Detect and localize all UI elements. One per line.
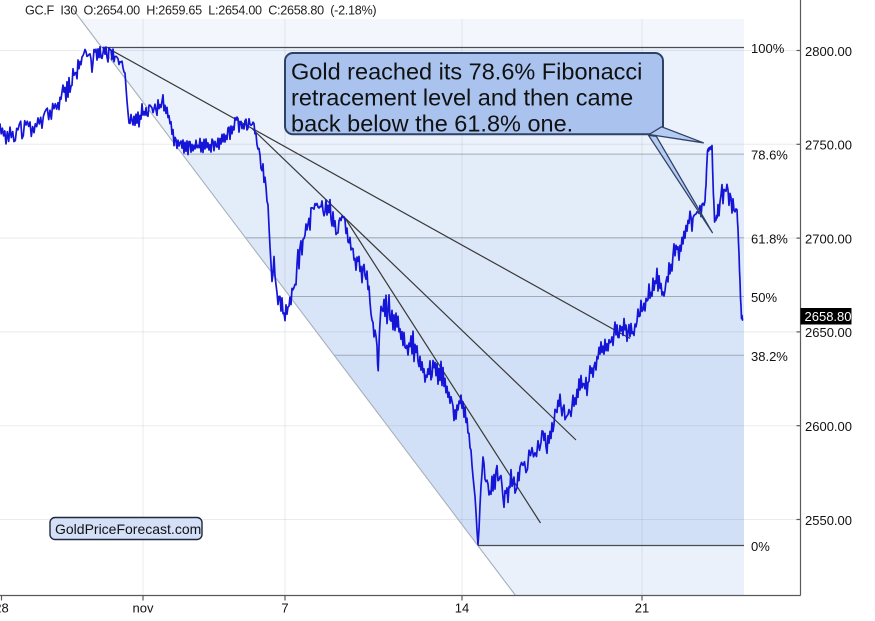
svg-text:14: 14 bbox=[455, 600, 469, 615]
svg-text:100%: 100% bbox=[751, 41, 785, 56]
svg-text:21: 21 bbox=[635, 600, 649, 615]
svg-text:back below the 61.8% one.: back below the 61.8% one. bbox=[291, 111, 573, 137]
svg-text:GC.F I30 O:2654.00 H:2659.6: GC.F I30 O:2654.00 H:2659.65 L:2654.00 C… bbox=[25, 4, 376, 18]
svg-text:2658.80: 2658.80 bbox=[805, 309, 852, 324]
svg-text:38.2%: 38.2% bbox=[751, 349, 788, 364]
svg-text:28: 28 bbox=[0, 600, 9, 615]
svg-text:2750.00: 2750.00 bbox=[805, 138, 852, 153]
svg-text:50%: 50% bbox=[751, 290, 777, 305]
svg-text:Gold reached its 78.6% Fibonac: Gold reached its 78.6% Fibonacci bbox=[291, 59, 642, 85]
svg-text:0%: 0% bbox=[751, 539, 770, 554]
svg-text:2800.00: 2800.00 bbox=[805, 44, 852, 59]
svg-text:2650.00: 2650.00 bbox=[805, 325, 852, 340]
svg-text:retracement level and then cam: retracement level and then came bbox=[291, 85, 633, 111]
svg-text:78.6%: 78.6% bbox=[751, 148, 788, 163]
svg-text:2600.00: 2600.00 bbox=[805, 419, 852, 434]
svg-text:nov: nov bbox=[133, 600, 154, 615]
svg-text:2550.00: 2550.00 bbox=[805, 513, 852, 528]
svg-text:7: 7 bbox=[281, 600, 288, 615]
svg-text:GoldPriceForecast.com: GoldPriceForecast.com bbox=[55, 521, 201, 537]
svg-text:61.8%: 61.8% bbox=[751, 231, 788, 246]
svg-text:2700.00: 2700.00 bbox=[805, 231, 852, 246]
